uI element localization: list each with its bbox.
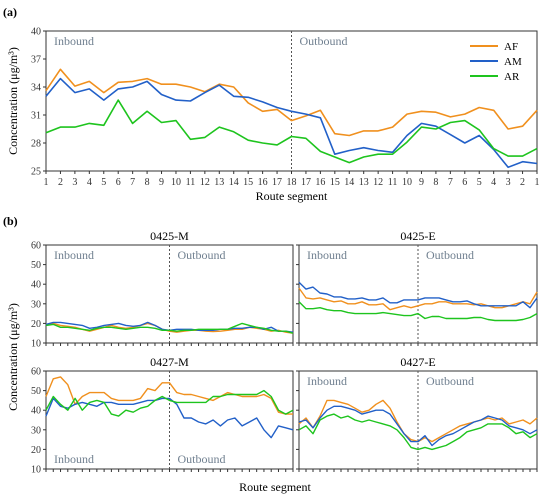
x-tick-label: 11 (388, 177, 398, 188)
series-line-AF (45, 68, 538, 137)
x-tick-label: 16 (315, 177, 325, 188)
legend-label-AF: AF (504, 41, 518, 53)
series-line-AM (298, 405, 538, 447)
x-tick-label: 6 (462, 177, 467, 188)
x-tick-label: 8 (145, 177, 150, 188)
x-tick-label: 1 (535, 177, 540, 188)
panel-0427-M: 10 20 30 40 50 60 Inbound Outbound 0427-M (31, 355, 294, 476)
x-tick-label: 17 (301, 177, 311, 188)
x-tick-label: 18 (287, 177, 297, 188)
x-tick-label: 7 (130, 177, 135, 188)
y-tick-label: 10 (31, 339, 41, 350)
y-tick-label: 30 (31, 299, 41, 310)
y-tick-label: 50 (31, 260, 41, 271)
panel-label-a: (a) (3, 5, 17, 19)
x-tick-label: 3 (506, 177, 511, 188)
label-inbound: Inbound (307, 374, 347, 388)
x-tick-label: 4 (491, 177, 496, 188)
series-line-AR (45, 389, 294, 417)
y-tick-label: 31 (31, 111, 41, 122)
panel-0425-E: Inbound Outbound 0425-E (296, 229, 538, 346)
x-tick-label: 8 (433, 177, 438, 188)
x-tick-label: 13 (359, 177, 369, 188)
y-tick-label: 40 (31, 27, 41, 38)
x-axis-label: Route segment (256, 189, 328, 203)
y-tick-label: 34 (31, 83, 41, 94)
y-tick-label: 40 (31, 406, 41, 417)
x-tick-label: 5 (477, 177, 482, 188)
label-outbound: Outbound (426, 374, 474, 388)
series-line-AM (298, 281, 538, 309)
y-tick-label: 40 (31, 280, 41, 291)
series-line-AF (45, 322, 294, 334)
series-line-AM (45, 77, 538, 169)
panel-title: 0425-M (150, 229, 189, 243)
shared-labels: (b) Route segment Concentration (μg/m³) (3, 214, 311, 494)
x-tick-label: 15 (243, 177, 253, 188)
y-tick-label: 20 (31, 319, 41, 330)
series-line-AF (45, 376, 293, 415)
series-line-AM (45, 397, 294, 439)
label-outbound: Outbound (300, 34, 348, 48)
label-inbound: Inbound (54, 248, 94, 262)
y-tick-label: 30 (31, 425, 41, 436)
panel-label-b: (b) (3, 214, 18, 228)
label-inbound: Inbound (54, 452, 94, 466)
series-line-AR (45, 322, 294, 334)
y-tick-label: 25 (31, 167, 41, 178)
label-outbound: Outbound (178, 452, 226, 466)
x-tick-label: 10 (171, 177, 181, 188)
x-tick-label: 9 (159, 177, 164, 188)
series-line-AR (298, 301, 538, 322)
x-tick-label: 17 (272, 177, 282, 188)
y-tick-label: 28 (31, 139, 41, 150)
label-inbound: Inbound (307, 248, 347, 262)
series-line-AR (298, 413, 538, 451)
x-tick-label: 1 (44, 177, 49, 188)
y-axis-label: Concentration (μg/m³) (6, 47, 20, 155)
y-tick-label: 50 (31, 386, 41, 397)
x-tick-label: 11 (186, 177, 196, 188)
x-tick-label: 14 (229, 177, 239, 188)
y-axis-label-b: Concentration (μg/m³) (6, 303, 20, 411)
panel-0425-M: 10 20 30 40 50 60 Inbound Outbound 0425-M (31, 229, 294, 350)
x-tick-label: 7 (448, 177, 453, 188)
x-tick-label: 14 (344, 177, 354, 188)
y-tick-label: 60 (31, 367, 41, 378)
y-tick-label: 20 (31, 445, 41, 456)
label-inbound: Inbound (54, 34, 94, 48)
x-tick-label: 5 (101, 177, 106, 188)
panel-title: 0427-M (150, 355, 189, 369)
x-tick-label: 2 (520, 177, 525, 188)
panel-title: 0427-E (400, 355, 435, 369)
x-tick-label: 3 (72, 177, 77, 188)
x-tick-label: 13 (214, 177, 224, 188)
legend-label-AR: AR (504, 71, 520, 83)
x-tick-label: 10 (402, 177, 412, 188)
x-tick-label: 4 (87, 177, 92, 188)
x-tick-label: 12 (373, 177, 383, 188)
series-line-AF (298, 287, 538, 311)
x-tick-label: 9 (419, 177, 424, 188)
panel-title: 0425-E (400, 229, 435, 243)
x-tick-label: 15 (330, 177, 340, 188)
label-outbound: Outbound (178, 248, 226, 262)
legend-label-AM: AM (504, 56, 522, 68)
x-tick-label: 16 (258, 177, 268, 188)
panel-0427-E: Inbound Outbound 0427-E (296, 355, 538, 472)
x-tick-label: 12 (200, 177, 210, 188)
x-tick-label: 2 (58, 177, 63, 188)
y-tick-label: 37 (31, 55, 41, 66)
y-tick-label: 10 (31, 465, 41, 476)
label-outbound: Outbound (426, 248, 474, 262)
series-line-AR (45, 99, 538, 164)
x-axis-label-b: Route segment (239, 480, 311, 494)
x-tick-label: 6 (116, 177, 121, 188)
y-tick-label: 60 (31, 241, 41, 252)
